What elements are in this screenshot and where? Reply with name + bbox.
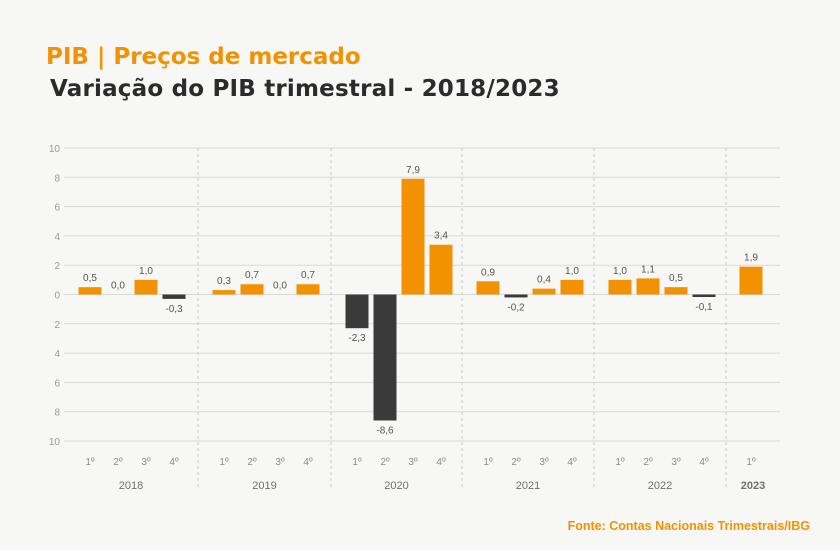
data-label: -0,3	[165, 304, 183, 315]
y-tick-label: 4	[54, 349, 60, 360]
bar	[739, 266, 763, 295]
bar	[664, 287, 688, 295]
year-label: 2019	[252, 480, 276, 492]
chart-title: PIB | Preços de mercado	[46, 44, 361, 70]
year-label: 2021	[516, 480, 540, 492]
data-label: 0,5	[83, 273, 97, 284]
data-label: 7,9	[406, 165, 420, 176]
data-label: 1,0	[613, 266, 627, 277]
y-tick-label: 10	[49, 437, 61, 448]
data-label: -0,2	[507, 302, 525, 313]
quarter-label: 3º	[539, 457, 549, 468]
bar	[476, 281, 500, 295]
quarter-label: 3º	[671, 457, 681, 468]
quarter-label: 3º	[275, 457, 285, 468]
bar	[373, 294, 397, 421]
bar	[345, 294, 369, 329]
bar	[296, 284, 320, 295]
bar	[692, 294, 716, 297]
bar	[240, 284, 264, 295]
quarter-label: 4º	[699, 457, 709, 468]
quarter-label: 1º	[615, 457, 625, 468]
data-label: 0,7	[245, 270, 259, 281]
bar	[134, 279, 158, 295]
quarter-label: 2º	[511, 457, 521, 468]
data-label: 1,1	[641, 264, 655, 275]
quarter-label: 4º	[303, 457, 313, 468]
bar	[504, 294, 528, 298]
data-label: 0,3	[217, 276, 231, 287]
quarter-label: 4º	[567, 457, 577, 468]
quarter-label: 4º	[169, 457, 179, 468]
bar	[78, 287, 102, 295]
source-note: Fonte: Contas Nacionais Trimestrais/IBG	[567, 519, 810, 533]
data-label: 0,5	[669, 273, 683, 284]
quarter-label: 2º	[113, 457, 123, 468]
data-label: 3,4	[434, 231, 448, 242]
quarter-label: 1º	[746, 457, 756, 468]
y-tick-label: 10	[49, 144, 61, 155]
quarter-label: 4º	[436, 457, 446, 468]
data-label: 1,0	[565, 266, 579, 277]
data-label: 1,9	[744, 253, 758, 264]
bar	[608, 279, 632, 295]
y-tick-label: 4	[54, 232, 60, 243]
data-label: 0,9	[481, 267, 495, 278]
bar	[560, 279, 584, 295]
bar	[162, 294, 186, 299]
y-tick-label: 8	[54, 408, 60, 419]
year-label: 2020	[384, 480, 408, 492]
year-label: 2022	[648, 480, 672, 492]
bar	[429, 244, 453, 295]
y-tick-label: 6	[54, 378, 60, 389]
y-tick-label: 8	[54, 173, 60, 184]
bar	[636, 278, 660, 295]
y-tick-label: 2	[54, 261, 60, 272]
quarter-label: 3º	[408, 457, 418, 468]
quarter-label: 2º	[247, 457, 257, 468]
data-label: 0,0	[273, 281, 287, 292]
quarter-label: 2º	[380, 457, 390, 468]
data-label: -8,6	[376, 425, 394, 436]
year-label: 2018	[119, 480, 143, 492]
y-tick-label: 6	[54, 203, 60, 214]
data-label: -0,1	[695, 302, 713, 313]
data-label: 1,0	[139, 266, 153, 277]
quarter-label: 1º	[352, 457, 362, 468]
data-label: 0,0	[111, 281, 125, 292]
bar	[212, 290, 236, 295]
bar	[401, 178, 425, 295]
quarter-label: 1º	[219, 457, 229, 468]
chart-subtitle: Variação do PIB trimestral - 2018/2023	[50, 76, 560, 102]
bar	[532, 288, 556, 295]
y-tick-label: 0	[54, 291, 60, 302]
year-label: 2023	[741, 480, 765, 492]
data-label: 0,4	[537, 275, 551, 286]
quarter-label: 1º	[85, 457, 95, 468]
quarter-label: 2º	[643, 457, 653, 468]
quarter-label: 1º	[483, 457, 493, 468]
data-label: 0,7	[301, 270, 315, 281]
data-label: -2,3	[348, 333, 366, 344]
quarter-label: 3º	[141, 457, 151, 468]
y-tick-label: 2	[54, 320, 60, 331]
